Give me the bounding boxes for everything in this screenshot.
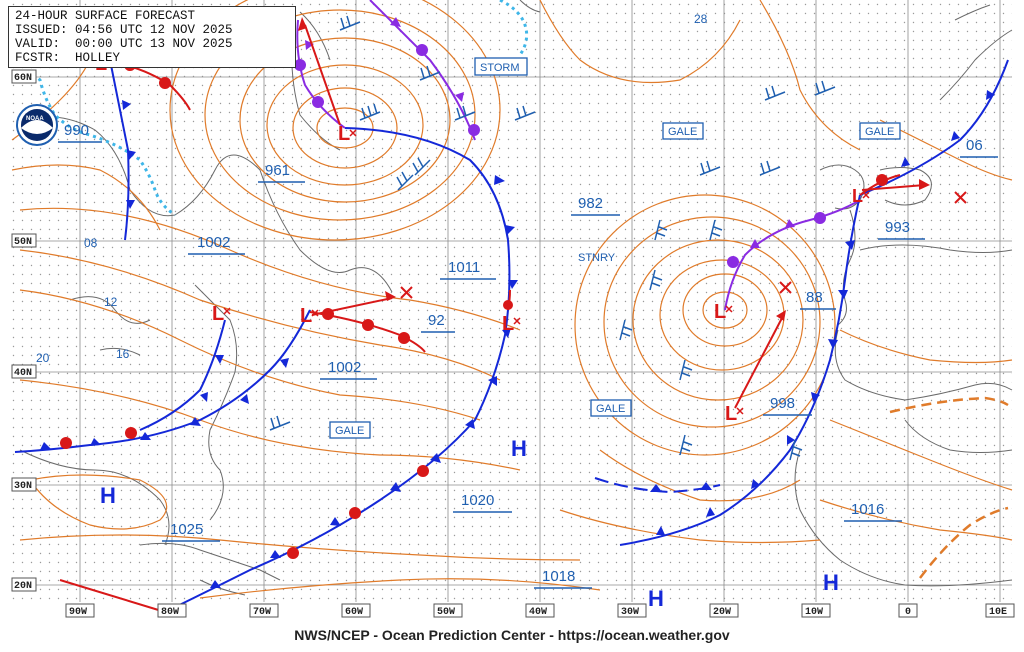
latitude-labels: 60N 50N 40N 30N 20N — [11, 69, 37, 592]
gale-warning-box — [590, 399, 632, 417]
ice-edge — [11, 72, 176, 217]
lon-label: 30W — [621, 607, 639, 618]
stationary-front — [594, 477, 721, 494]
warm-front-semicircles — [60, 59, 888, 559]
gale-warning-label: GALE — [865, 126, 894, 138]
gale-warning-box — [662, 122, 704, 140]
forecast-header: 24-HOUR SURFACE FORECAST ISSUED: 04:56 U… — [8, 6, 296, 68]
contour-label: 06 — [966, 137, 983, 154]
pressure-label: 1011 — [448, 259, 480, 276]
high-center: H — [648, 586, 664, 611]
pressure-label: 998 — [770, 395, 795, 412]
lon-label: 60W — [345, 607, 363, 618]
lon-label: 0 — [905, 607, 911, 618]
forecaster: FCSTR: HOLLEY — [15, 51, 121, 65]
svg-text:NOAA: NOAA — [26, 116, 44, 122]
pressure-label: 1002 — [197, 234, 230, 251]
stationary-label: STNRY — [578, 252, 616, 264]
longitude-labels: 90W 80W 70W 60W 50W 40W 30W 20W 10W 0 10… — [65, 603, 1015, 618]
lon-label: 10W — [805, 607, 823, 618]
low-center: L — [338, 123, 350, 145]
pressure-label: 1025 — [170, 521, 203, 538]
pressure-label: 1002 — [328, 359, 361, 376]
occluded-symbols — [294, 17, 826, 268]
future-position-marks — [400, 191, 967, 299]
noaa-logo: NOAA — [16, 104, 58, 146]
lat-label: 50N — [14, 237, 32, 248]
lat-label: 20N — [14, 581, 32, 592]
contour-label: 08 — [84, 236, 98, 250]
low-center: L — [300, 305, 312, 327]
ice-edge-north — [499, 0, 529, 56]
storm-warning-box — [474, 57, 528, 76]
cold-front-triangles — [40, 90, 995, 588]
lat-label: 30N — [14, 481, 32, 492]
low-center: L — [852, 186, 863, 206]
high-center: H — [823, 570, 839, 595]
storm-warning-label: STORM — [480, 62, 520, 74]
gale-warning-box — [859, 122, 901, 140]
pressure-label: 1020 — [461, 492, 494, 509]
pressure-label: 993 — [885, 219, 910, 236]
lon-label: 90W — [69, 607, 87, 618]
troughs — [889, 396, 1009, 579]
gale-warning-label: GALE — [335, 425, 364, 437]
contour-label: 16 — [116, 347, 130, 361]
valid-time: VALID: 00:00 UTC 13 NOV 2025 — [15, 37, 233, 51]
pressure-label: 1016 — [851, 501, 884, 518]
contour-label: 20 — [36, 351, 50, 365]
lon-label: 10E — [989, 607, 1007, 618]
lon-label: 20W — [713, 607, 731, 618]
lon-label: 80W — [161, 607, 179, 618]
low-center: L — [212, 303, 224, 325]
coastlines — [19, 0, 1013, 596]
gale-warning-label: GALE — [668, 126, 697, 138]
lat-label: 40N — [14, 368, 32, 379]
pressure-label: 990 — [64, 122, 89, 139]
isobars — [11, 0, 1013, 599]
low-centers: L L L L L L L L — [95, 53, 863, 425]
pressure-label: 88 — [806, 289, 823, 306]
track-arrowheads — [298, 17, 930, 321]
contour-labels: 28 06 08 12 16 20 — [36, 12, 998, 365]
lon-label: 40W — [529, 607, 547, 618]
wind-barbs — [269, 15, 836, 461]
storm-tracks — [304, 24, 926, 409]
pressure-label: 92 — [428, 312, 445, 329]
high-center: H — [100, 483, 116, 508]
gale-warning-label: GALE — [596, 403, 625, 415]
contour-label: 28 — [694, 12, 708, 26]
pressure-labels: 990 961 1002 1011 92 1002 982 993 88 998… — [58, 122, 925, 589]
graticule — [12, 0, 1012, 602]
pressure-label: 982 — [578, 195, 603, 212]
cold-fronts — [14, 59, 1009, 613]
pressure-label: 1018 — [542, 568, 575, 585]
low-center: L — [725, 403, 737, 425]
lon-label: 70W — [253, 607, 271, 618]
lat-label: 60N — [14, 73, 32, 84]
high-centers: H H H H — [100, 436, 839, 611]
high-center: H — [511, 436, 527, 461]
contour-label: 12 — [104, 295, 118, 309]
low-center: L — [714, 301, 726, 323]
forecast-title: 24-HOUR SURFACE FORECAST — [15, 9, 196, 23]
pressure-label: 961 — [265, 162, 290, 179]
warning-boxes: STORM GALE GALE GALE GALE STNRY — [329, 57, 901, 439]
footer-credit: NWS/NCEP - Ocean Prediction Center - htt… — [0, 622, 1024, 652]
low-center: L — [502, 313, 514, 335]
gale-warning-box — [329, 421, 371, 439]
lon-label: 50W — [437, 607, 455, 618]
issued-time: ISSUED: 04:56 UTC 12 NOV 2025 — [15, 23, 233, 37]
